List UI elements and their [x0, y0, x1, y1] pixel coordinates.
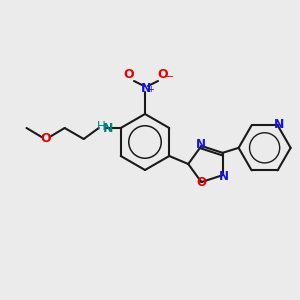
Text: N: N — [273, 118, 284, 131]
Text: N: N — [141, 82, 151, 94]
Text: H: H — [96, 121, 105, 134]
Text: N: N — [103, 122, 113, 134]
Text: N: N — [219, 170, 229, 183]
Text: N: N — [195, 138, 206, 152]
Text: O: O — [40, 133, 51, 146]
Text: +: + — [148, 85, 154, 94]
Text: O: O — [124, 68, 134, 82]
Text: O: O — [158, 68, 168, 82]
Text: −: − — [166, 72, 174, 82]
Text: O: O — [196, 176, 206, 189]
